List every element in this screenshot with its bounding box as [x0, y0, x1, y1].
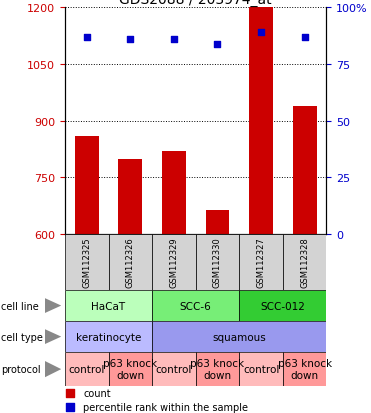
Bar — [118, 159, 142, 235]
Bar — [152, 235, 196, 290]
Bar — [109, 352, 152, 386]
Bar — [152, 352, 196, 386]
Bar — [75, 137, 99, 235]
Text: keratinocyte: keratinocyte — [76, 332, 141, 342]
Bar — [293, 106, 317, 235]
Text: GSM112329: GSM112329 — [170, 237, 178, 288]
Text: GSM112325: GSM112325 — [82, 237, 91, 288]
Text: control: control — [243, 364, 279, 374]
Bar — [109, 235, 152, 290]
Bar — [65, 290, 152, 321]
Bar — [65, 321, 152, 352]
Polygon shape — [45, 329, 61, 344]
Title: GDS2088 / 203974_at: GDS2088 / 203974_at — [119, 0, 272, 7]
Bar — [283, 235, 326, 290]
Bar — [239, 352, 283, 386]
Point — [84, 34, 90, 41]
Bar — [162, 152, 186, 235]
Text: cell type: cell type — [1, 332, 43, 342]
Bar — [196, 235, 239, 290]
Text: GSM112328: GSM112328 — [300, 237, 309, 288]
Text: HaCaT: HaCaT — [92, 301, 125, 311]
Text: GSM112327: GSM112327 — [257, 237, 266, 288]
Text: SCC-6: SCC-6 — [180, 301, 211, 311]
Bar — [239, 235, 283, 290]
Text: control: control — [69, 364, 105, 374]
Polygon shape — [45, 361, 61, 377]
Bar — [196, 352, 239, 386]
Point — [214, 41, 220, 48]
Point — [127, 37, 133, 43]
Text: SCC-012: SCC-012 — [260, 301, 305, 311]
Bar — [239, 290, 326, 321]
Text: GSM112330: GSM112330 — [213, 237, 222, 288]
Bar — [249, 8, 273, 235]
Polygon shape — [45, 298, 61, 313]
Text: percentile rank within the sample: percentile rank within the sample — [83, 402, 248, 412]
Bar — [206, 210, 230, 235]
Point — [302, 34, 308, 41]
Text: GSM112326: GSM112326 — [126, 237, 135, 288]
Text: p63 knock
down: p63 knock down — [190, 358, 244, 380]
Point — [258, 30, 264, 36]
Text: squamous: squamous — [213, 332, 266, 342]
Text: count: count — [83, 388, 111, 398]
Bar — [283, 352, 326, 386]
Bar — [65, 352, 109, 386]
Text: protocol: protocol — [1, 364, 40, 374]
Bar — [152, 321, 326, 352]
Point — [67, 404, 73, 411]
Text: control: control — [156, 364, 192, 374]
Point — [67, 389, 73, 396]
Point — [171, 37, 177, 43]
Text: p63 knock
down: p63 knock down — [103, 358, 157, 380]
Text: cell line: cell line — [1, 301, 39, 311]
Bar — [152, 290, 239, 321]
Text: p63 knock
down: p63 knock down — [278, 358, 332, 380]
Bar — [65, 235, 109, 290]
